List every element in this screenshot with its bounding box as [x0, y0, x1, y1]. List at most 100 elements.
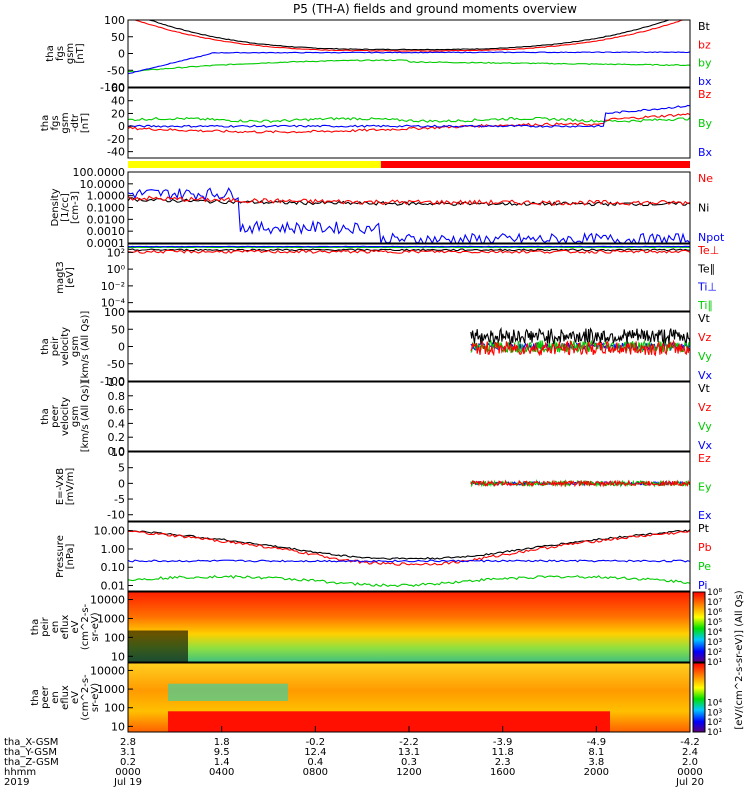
panel-peir_en_eflux: 10000 1000 100 10 tha peir en eflux eV (cm^2-s-sr… [30, 591, 691, 663]
legend-bx: bx [698, 75, 712, 88]
panel-data-temperature [128, 245, 690, 254]
series-Ne [128, 195, 690, 206]
flag-bar [128, 161, 690, 168]
y-axis-label: Density [50, 188, 61, 226]
panel-data-fgs_gsm_detrended [128, 104, 690, 134]
x-row-value: 3.1 [120, 747, 136, 758]
y-axis-label: tha [40, 408, 51, 424]
legend-Vz: Vz [698, 401, 712, 414]
y-tick-label: -50 [107, 358, 125, 371]
x-row-value: 0400 [209, 767, 234, 778]
y-axis-label: eV [70, 691, 81, 704]
x-row-value: 2.4 [682, 747, 698, 758]
y-tick-label: -50 [107, 64, 125, 77]
legend-Bt: Bt [698, 20, 711, 33]
series-Te-par [128, 248, 690, 252]
y-axis-label: sr-eV) [90, 612, 101, 641]
x-row-label-0: tha_X-GSM [4, 737, 58, 748]
panel-frame [127, 381, 691, 452]
y-tick-label: 10⁻² [101, 280, 125, 293]
y-axis-label: en [50, 621, 61, 634]
y-axis-label: [km/s (All Qs)] [80, 311, 91, 383]
y-tick-label: 0.8 [108, 390, 126, 403]
panel-data-peir_en_eflux [128, 592, 690, 662]
legend-Vt: Vt [698, 312, 711, 325]
y-tick-label: 10.00 [94, 525, 126, 538]
y-tick-label: 0 [118, 477, 125, 490]
series-bt [128, 20, 690, 51]
x-row-label-2: tha_Z-GSM [4, 757, 59, 768]
y-tick-label: 10⁰ [107, 263, 126, 276]
x-row-label-1: tha_Y-GSM [4, 747, 57, 758]
legend-Bx: Bx [698, 146, 713, 159]
series-Bz [128, 112, 690, 134]
colorbar-tick-label: 10¹ [707, 658, 722, 668]
series-Vt [470, 326, 690, 346]
y-axis-label: tha [40, 338, 51, 354]
x-row-value: -0.2 [306, 737, 326, 748]
legend-Vt: Vt [698, 382, 711, 395]
y-tick-label: -20 [107, 133, 125, 146]
y-axis-label: fgs [55, 46, 66, 61]
y-axis-label: [mV/m] [65, 468, 76, 506]
y-axis-label: gsm [65, 43, 76, 64]
legend-Vz: Vz [698, 331, 712, 344]
y-axis-label: eflux [60, 615, 71, 640]
x-row-value: 12.4 [304, 747, 326, 758]
panel-temperature: 10² 10⁰ 10⁻² 10⁻⁴ magt3 [eV] Te⊥ Te∥ Ti⊥ Ti∥ [55, 243, 719, 312]
y-tick-label: 0.10 [101, 561, 126, 574]
y-tick-label: -40 [107, 146, 125, 159]
x-row-value: 0000 [677, 767, 702, 778]
series-Vz [470, 339, 690, 357]
colorbar-tick-label: 10² [707, 718, 722, 728]
series-Pe [128, 574, 690, 588]
x-row-value: 0.3 [401, 757, 417, 768]
y-axis-label: gsm [60, 112, 71, 133]
y-axis-label: sr-eV) [90, 683, 101, 712]
y-tick-label: 100 [104, 14, 125, 27]
y-tick-label: 10000 [90, 664, 125, 677]
legend-Ex: Ex [698, 509, 712, 522]
y-axis-label: peer [50, 404, 61, 428]
colorbar-tick-label: 10¹ [707, 728, 722, 738]
y-axis-label: gsm [70, 406, 81, 427]
spectrogram-fill [128, 592, 690, 662]
y-axis-label: tha [45, 45, 56, 61]
x-row-value: 1.4 [214, 757, 230, 768]
y-tick-label: 10000 [90, 594, 125, 607]
y-tick-label: 0.2 [108, 431, 126, 444]
y-tick-label: 0.6 [108, 404, 126, 417]
panel-data-density [128, 187, 690, 243]
series-Ez [470, 479, 690, 488]
series-By [128, 116, 690, 123]
y-axis-label: [eV] [65, 267, 76, 288]
y-tick-label: 100.0000 [73, 166, 126, 179]
x-row-value: -3.9 [493, 737, 513, 748]
x-row-value: 2.0 [682, 757, 698, 768]
y-tick-label: 1.0 [108, 376, 126, 389]
x-row-value: 9.5 [214, 747, 230, 758]
panel-data-fgs_gsm [128, 20, 690, 75]
colorbar-tick-label: 10³ [707, 708, 722, 718]
panel-data-peer_en_eflux [128, 663, 690, 732]
colorbar-tick-label: 10³ [707, 638, 722, 648]
x-row-value: 11.8 [492, 747, 514, 758]
y-tick-label: 0 [118, 48, 125, 61]
colorbar-tick-label: 10⁵ [707, 618, 722, 628]
panel-frame [127, 87, 691, 159]
y-axis-label: peir [40, 616, 51, 636]
legend-Vx: Vx [698, 439, 713, 452]
legend-Vy: Vy [698, 420, 712, 433]
series-Pi [128, 559, 690, 563]
legend-Pt: Pt [698, 522, 710, 535]
legend-By: By [698, 117, 713, 130]
y-tick-label: 10 [111, 650, 125, 663]
y-tick-label: 0.0100 [87, 213, 126, 226]
panel-frame [127, 243, 691, 312]
legend-Te⊥: Te⊥ [697, 244, 719, 257]
x-row-value: 0800 [303, 767, 328, 778]
y-tick-label: 1.00 [101, 543, 126, 556]
